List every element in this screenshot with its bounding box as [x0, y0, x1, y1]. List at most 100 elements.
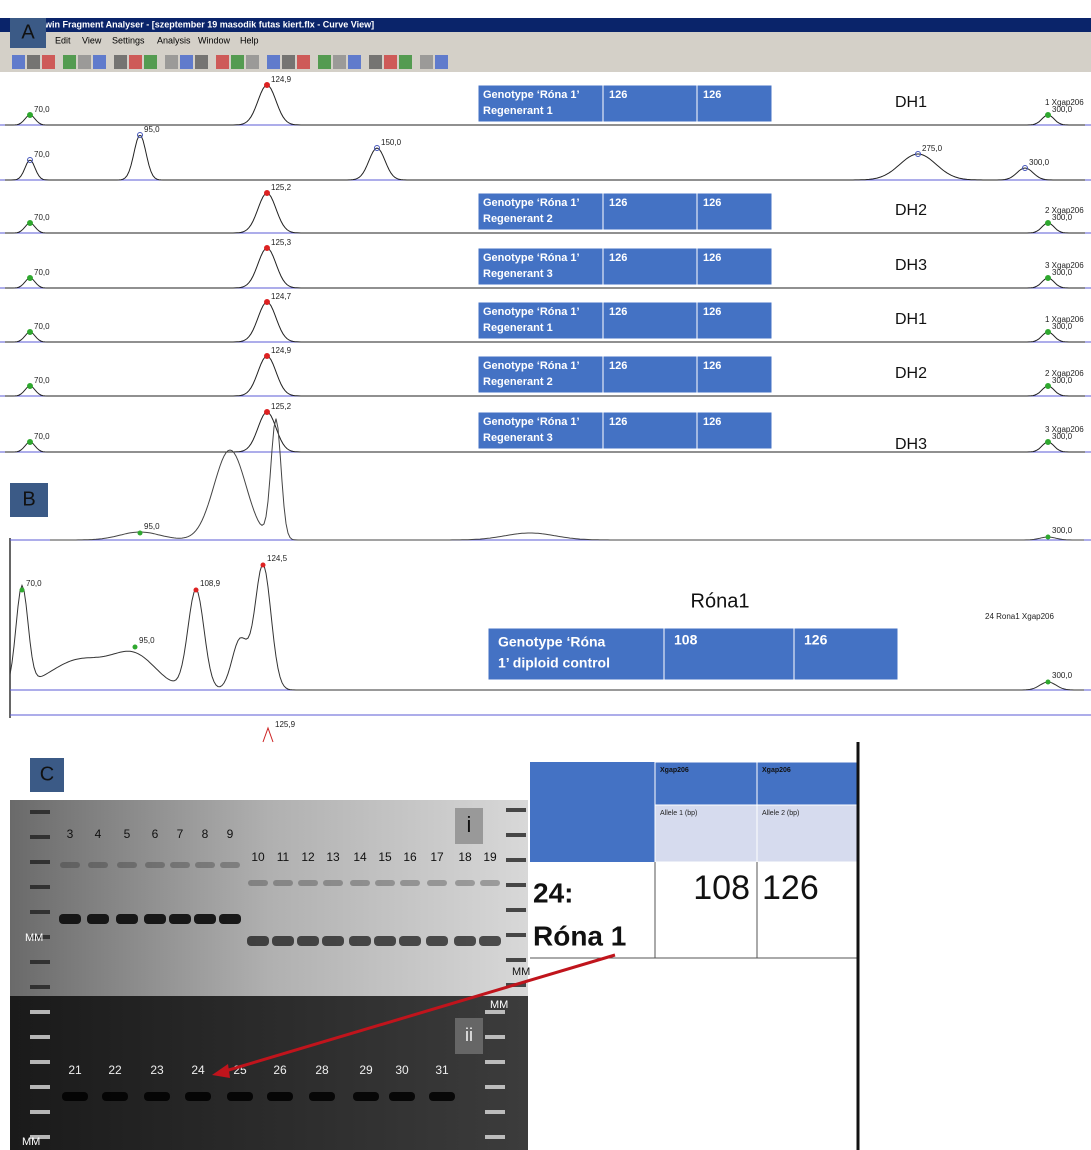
peak-label: 70,0 [34, 376, 50, 385]
gel-band [454, 936, 476, 946]
peak-marker [1046, 384, 1051, 389]
gel-band [349, 936, 371, 946]
table-header [530, 762, 655, 862]
gel-band [272, 936, 294, 946]
peak-marker [138, 133, 143, 138]
toolbar-button [318, 55, 331, 69]
lane-number: 31 [435, 1063, 449, 1077]
lane-number: 8 [202, 827, 209, 841]
lane-number: 11 [277, 850, 290, 864]
lane-number: 17 [430, 850, 444, 864]
mm-label: MM [512, 966, 530, 978]
ladder-band [506, 808, 526, 812]
trace [263, 728, 273, 742]
toolbar-button [180, 55, 193, 69]
genotype: Genotype ‘Róna 1’ [483, 306, 580, 318]
toolbar-button [282, 55, 295, 69]
sample-label: Róna 1 [533, 920, 626, 951]
gel-band [400, 880, 420, 886]
genotype: 1’ diploid control [498, 655, 610, 671]
gel-band [309, 1092, 335, 1101]
peak-marker [28, 221, 33, 226]
toolbar-button [129, 55, 142, 69]
toolbar-button [348, 55, 361, 69]
gel-label: ii [465, 1025, 473, 1045]
toolbar-button [195, 55, 208, 69]
gel-band [88, 862, 108, 868]
trace [5, 136, 1085, 180]
toolbar-button [63, 55, 76, 69]
lane-number: 9 [227, 827, 234, 841]
gel-band [144, 1092, 170, 1101]
gel-band [102, 1092, 128, 1101]
toolbar-button [12, 55, 25, 69]
peak-label: 108,9 [200, 579, 221, 588]
lane-number: 30 [395, 1063, 409, 1077]
ladder-band [30, 860, 50, 864]
toolbar-button [216, 55, 229, 69]
genotype: Genotype ‘Róna [498, 634, 606, 650]
peak-marker [28, 276, 33, 281]
gel-band [273, 880, 293, 886]
dh-label: DH1 [895, 94, 927, 111]
ladder-band [485, 1060, 505, 1064]
marker-label: 2 Xgap206 [1045, 369, 1084, 378]
dh-label: DH2 [895, 365, 927, 382]
gel-band [144, 914, 166, 924]
gel-band [480, 880, 500, 886]
gel-band [87, 914, 109, 924]
ladder-band [30, 885, 50, 889]
toolbar-button [333, 55, 346, 69]
ladder-band [30, 1110, 50, 1114]
dh-label: DH1 [895, 311, 927, 328]
mm-label: MM [22, 1136, 40, 1148]
menu-item: Edit [55, 35, 71, 45]
peak-label: 95,0 [139, 636, 155, 645]
peak-marker [138, 531, 143, 536]
sample-label: 24: [533, 877, 573, 908]
menu-item: Settings [112, 35, 145, 45]
peak-marker [28, 113, 33, 118]
gel-band [195, 862, 215, 868]
ladder-band [30, 985, 50, 989]
allele-header: Allele 2 (bp) [762, 810, 799, 817]
allele: 126 [609, 306, 627, 318]
peak-marker [265, 300, 270, 305]
gel-band [220, 862, 240, 868]
gel-band [185, 1092, 211, 1101]
toolbar-button [27, 55, 40, 69]
gel-image [10, 800, 528, 996]
ladder-band [506, 858, 526, 862]
ladder-band [485, 1035, 505, 1039]
gel-band [219, 914, 241, 924]
gel-band [248, 880, 268, 886]
peak-label: 124,7 [271, 292, 292, 301]
gel-band [194, 914, 216, 924]
window-title: win Fragment Analyser - [szeptember 19 m… [44, 19, 374, 29]
ladder-band [506, 883, 526, 887]
allele: 126 [609, 252, 627, 264]
gel-band [427, 880, 447, 886]
gel-band [169, 914, 191, 924]
marker-header: Xgap206 [660, 767, 689, 774]
marker-label: 24 Rona1 Xgap206 [985, 612, 1055, 621]
peak-marker [265, 191, 270, 196]
peak-label: 150,0 [381, 138, 402, 147]
peak-label: 125,2 [271, 402, 292, 411]
gel-band [117, 862, 137, 868]
figure: win Fragment Analyser - [szeptember 19 m… [0, 0, 1091, 1150]
menu-item: Analysis [157, 35, 191, 45]
allele: 126 [703, 360, 721, 372]
toolbar-button [246, 55, 259, 69]
allele: 126 [703, 89, 721, 101]
gel-band [116, 914, 138, 924]
toolbar-button [435, 55, 448, 69]
toolbar-button [420, 55, 433, 69]
peak-label: 275,0 [922, 144, 943, 153]
mm-label: MM [25, 932, 43, 944]
lane-number: 22 [108, 1063, 122, 1077]
panel-label: A [21, 21, 35, 43]
peak-marker [194, 588, 199, 593]
toolbar-button [93, 55, 106, 69]
toolbar-button [297, 55, 310, 69]
